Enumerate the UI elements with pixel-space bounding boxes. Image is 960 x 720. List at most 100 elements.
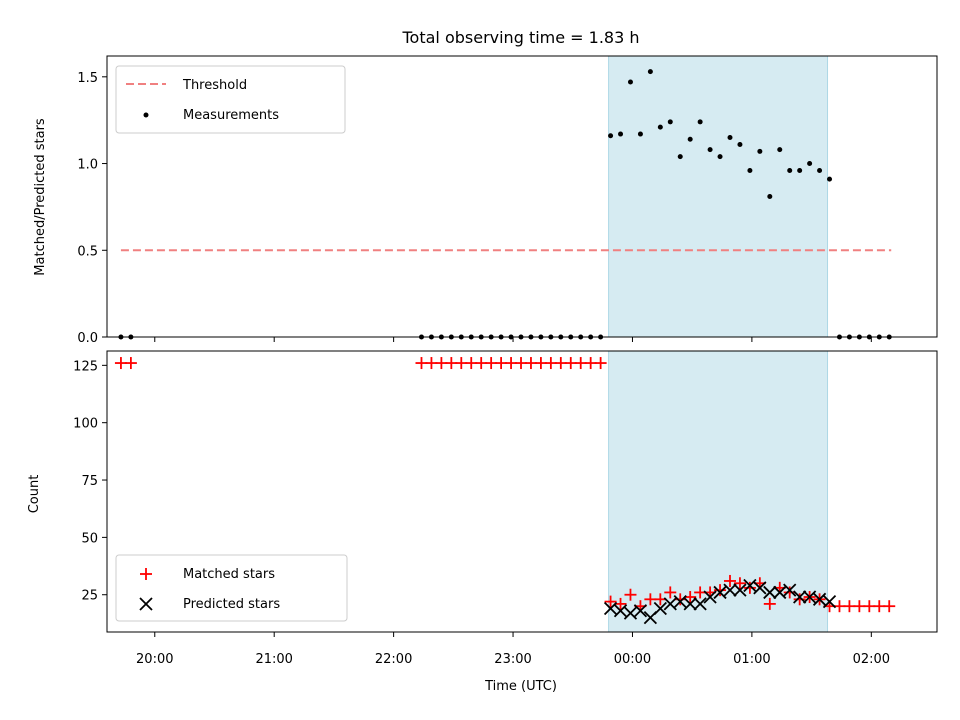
x-tick-label: 22:00 [375,652,412,667]
matched-legend-swatch [140,568,152,580]
bottom-legend-label-0: Matched stars [183,567,275,582]
measurement-point [807,161,813,167]
predicted-star-point [812,592,827,606]
top-legend-box [115,65,346,134]
predicted-star-point [733,583,747,597]
measurement-point [697,119,703,125]
measurement-point [817,167,823,173]
measurement-point [787,167,793,173]
measurement-point [618,131,624,137]
x-tick-label: 21:00 [255,652,292,667]
top-legend-label-0: Threshold [182,78,247,93]
matched-star-point [743,581,756,594]
bottom-y-tick-label: 125 [73,359,98,374]
predicted-star-point [633,604,648,618]
top-legend: Threshold Measurements [115,65,346,134]
top-y-tick-label: 0.0 [77,331,98,346]
measurement-point [657,124,663,130]
matched-star-point [763,597,776,610]
measurement-point [797,167,803,173]
measurement-point [717,154,723,160]
bottom-y-axis-label: Count [27,475,42,514]
measurement-point [608,133,614,139]
predicted-star-point [783,583,797,597]
predicted-star-point [603,601,618,616]
bottom-highlight-span [608,350,829,633]
bottom-y-tick-label: 100 [73,417,98,432]
matched-star-point [783,586,796,599]
top-highlight-span [608,55,829,338]
predicted-star-point [623,606,638,620]
matched-star-point [674,593,687,606]
top-y-tick-label: 1.0 [77,158,98,173]
matched-star-point [664,586,677,599]
predicted-star-point [773,585,787,600]
top-x-axis [154,337,872,342]
x-tick-label: 02:00 [853,652,890,667]
x-tick-label: 20:00 [136,652,173,667]
top-y-tick-label: 1.5 [77,71,98,86]
matched-star-point [723,574,736,587]
predicted-star-point [663,597,677,611]
predicted-star-point [693,597,707,611]
matched-star-point [793,593,806,606]
bottom-y-axis: 25 50 75 100 125 [73,359,107,604]
matched-star-point [883,600,896,613]
matched-star-point [604,595,617,608]
matched-star-point [124,357,137,370]
bottom-y-tick-label: 75 [81,474,98,489]
predicted-star-point [753,581,767,595]
measurement-point [737,141,743,147]
x-tick-label: 23:00 [494,652,531,667]
bottom-x-axis: 20:00 21:00 22:00 23:00 00:00 01:00 02:00 [136,632,890,667]
measurement-point [727,135,733,141]
predicted-star-point [793,590,807,604]
bottom-legend-label-1: Predicted stars [183,597,280,612]
measurements-legend-swatch [143,112,149,118]
measurement-point [747,167,753,173]
matched-star-point [624,588,637,601]
predicted-star-point [802,590,817,604]
bottom-plot-frame [106,350,938,633]
predicted-legend-swatch [139,597,153,611]
bottom-count-marks [114,357,896,625]
predicted-star-point [723,583,737,597]
predicted-star-point [613,604,628,618]
top-legend-label-1: Measurements [183,108,279,123]
bottom-y-tick-label: 50 [81,531,98,546]
top-y-axis: 0.0 0.5 1.0 1.5 [77,71,107,346]
measurement-point [767,194,773,199]
measurement-point [757,148,763,154]
measurement-point [637,131,643,137]
measurement-point [667,119,673,125]
top-chart-title: Total observing time = 1.83 h [401,28,639,47]
measurement-point [687,136,693,142]
matched-star-point [654,593,667,606]
top-panel: 0.0 0.5 1.0 1.5 Matched/Predicted stars Thr… [33,55,938,346]
matched-star-point [733,577,746,590]
predicted-star-point [763,585,777,600]
bottom-y-tick-label: 25 [81,589,98,604]
matched-star-point [714,584,727,597]
measurement-point [627,79,633,85]
x-axis-label: Time (UTC) [484,679,557,694]
bottom-panel: 25 50 75 100 125 20:00 21:00 22:00 23:00 00:00 01… [27,350,938,694]
predicted-star-point [743,578,757,593]
matched-star-point [614,597,627,610]
measurement-point [647,69,653,75]
top-y-tick-label: 0.5 [77,244,98,259]
top-y-axis-label: Matched/Predicted stars [33,118,48,276]
measurement-point [707,147,713,153]
predicted-star-point [673,594,687,609]
measurement-point [677,154,683,160]
x-tick-label: 01:00 [733,652,770,667]
top-measurements [118,69,892,340]
predicted-star-point [713,585,727,600]
measurement-point [777,147,783,153]
x-tick-label: 00:00 [614,652,651,667]
predicted-star-point [683,597,697,611]
predicted-star-point [653,601,667,616]
matched-star-point [594,357,607,370]
predicted-star-point [822,594,837,609]
